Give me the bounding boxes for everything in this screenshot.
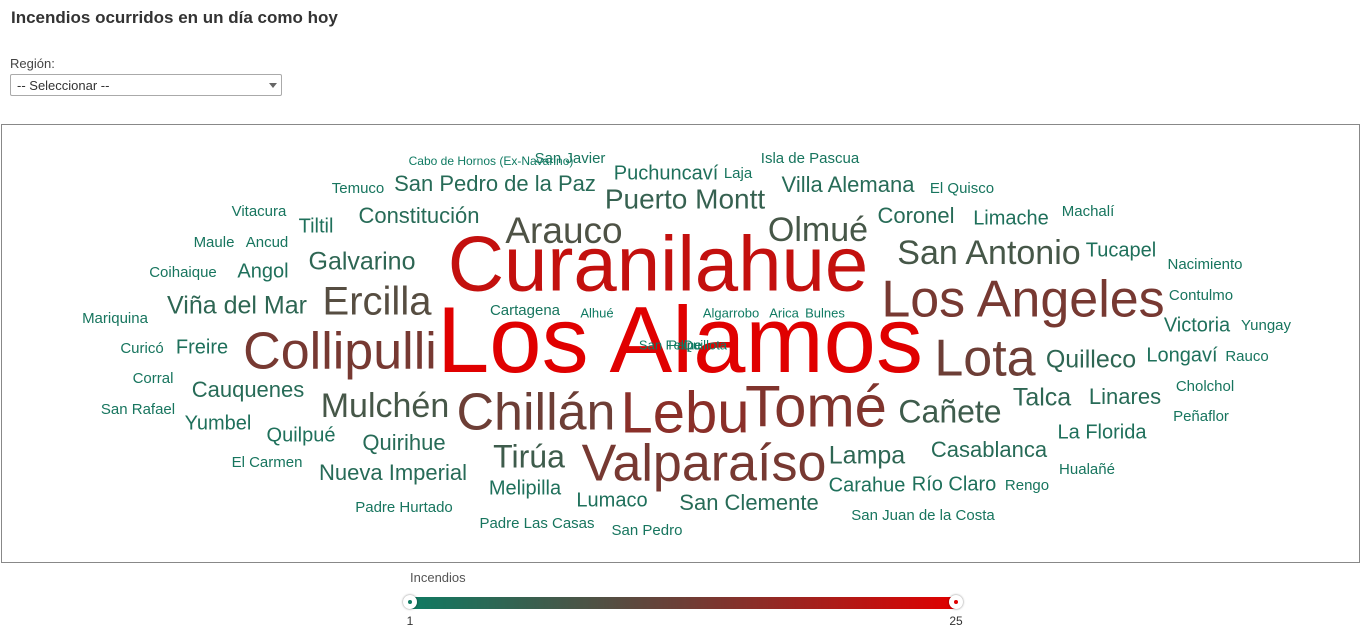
cloud-word[interactable]: Laja bbox=[724, 165, 753, 182]
cloud-word[interactable]: Contulmo bbox=[1169, 287, 1233, 304]
cloud-word[interactable]: Galvarino bbox=[309, 248, 416, 276]
cloud-word[interactable]: Algarrobo bbox=[703, 305, 759, 320]
cloud-word[interactable]: Tomé bbox=[745, 374, 887, 439]
cloud-word[interactable]: Paine bbox=[668, 337, 701, 352]
cloud-word[interactable]: San Clemente bbox=[679, 490, 818, 515]
chevron-down-icon bbox=[269, 83, 277, 88]
legend-title: Incendios bbox=[410, 570, 466, 585]
cloud-word[interactable]: Rauco bbox=[1225, 348, 1268, 365]
cloud-word[interactable]: Vitacura bbox=[232, 203, 287, 220]
cloud-word[interactable]: San Rafael bbox=[101, 401, 175, 418]
cloud-word[interactable]: Linares bbox=[1089, 384, 1161, 409]
cloud-word[interactable]: Machalí bbox=[1062, 203, 1115, 220]
cloud-word[interactable]: Rengo bbox=[1005, 477, 1049, 494]
cloud-word[interactable]: Quillota bbox=[683, 337, 728, 352]
cloud-word[interactable]: Talca bbox=[1013, 384, 1071, 412]
cloud-word[interactable]: Lebu bbox=[620, 380, 749, 445]
cloud-word[interactable]: Lampa bbox=[829, 442, 906, 470]
cloud-word[interactable]: Cañete bbox=[898, 393, 1001, 429]
cloud-word[interactable]: Limache bbox=[973, 207, 1049, 229]
cloud-word[interactable]: Tucapel bbox=[1086, 239, 1156, 261]
cloud-word[interactable]: Chillán bbox=[457, 384, 616, 442]
cloud-word[interactable]: Quilpué bbox=[267, 424, 336, 446]
cloud-word[interactable]: Arica bbox=[769, 305, 799, 320]
cloud-word[interactable]: Tirúa bbox=[493, 438, 565, 474]
cloud-word[interactable]: Cabo de Hornos (Ex-Navarino) bbox=[409, 154, 574, 168]
region-label: Región: bbox=[10, 56, 55, 71]
cloud-word[interactable]: Ercilla bbox=[323, 280, 433, 324]
cloud-word[interactable]: Collipulli bbox=[243, 323, 437, 381]
cloud-word[interactable]: San Pedro bbox=[612, 522, 683, 539]
cloud-word[interactable]: Isla de Pascua bbox=[761, 150, 860, 167]
cloud-word[interactable]: Tiltil bbox=[299, 215, 334, 237]
cloud-word[interactable]: Longaví bbox=[1146, 344, 1218, 366]
legend-max-label: 25 bbox=[949, 614, 963, 628]
cloud-word[interactable]: El Carmen bbox=[232, 454, 303, 471]
cloud-word[interactable]: Corral bbox=[133, 370, 174, 387]
cloud-word[interactable]: Río Claro bbox=[912, 473, 996, 495]
region-select[interactable]: -- Seleccionar -- bbox=[10, 74, 282, 96]
cloud-word[interactable]: Lumaco bbox=[576, 489, 647, 511]
cloud-word[interactable]: Casablanca bbox=[931, 437, 1048, 462]
cloud-word[interactable]: San Javier bbox=[535, 150, 606, 167]
cloud-word[interactable]: Los Angeles bbox=[881, 271, 1164, 329]
cloud-word[interactable]: Quirihue bbox=[362, 430, 445, 455]
cloud-word[interactable]: San Antonio bbox=[897, 234, 1080, 272]
cloud-word[interactable]: Victoria bbox=[1164, 314, 1231, 336]
cloud-word[interactable]: La Florida bbox=[1058, 421, 1148, 443]
cloud-word[interactable]: Melipilla bbox=[489, 477, 562, 499]
word-cloud-panel: Los Alamos Curanilahue Lebu Tomé Collipulli V… bbox=[1, 124, 1360, 563]
legend-min-label: 1 bbox=[406, 614, 414, 628]
region-select-value: -- Seleccionar -- bbox=[17, 78, 110, 93]
cloud-word[interactable]: Angol bbox=[237, 260, 288, 282]
cloud-word[interactable]: Carahue bbox=[829, 474, 906, 496]
cloud-word[interactable]: Puchuncaví bbox=[614, 162, 719, 184]
cloud-word[interactable]: San Felipe bbox=[639, 337, 701, 352]
cloud-word[interactable]: Bulnes bbox=[805, 305, 845, 320]
cloud-word[interactable]: Curicó bbox=[120, 340, 163, 357]
page-title: Incendios ocurridos en un día como hoy bbox=[11, 8, 338, 27]
cloud-word[interactable]: Alhué bbox=[580, 305, 613, 320]
cloud-word[interactable]: Olmué bbox=[768, 211, 868, 249]
cloud-word[interactable]: Coihaique bbox=[149, 264, 217, 281]
cloud-word[interactable]: Cauquenes bbox=[192, 377, 305, 402]
cloud-word[interactable]: Mulchén bbox=[321, 387, 450, 425]
cloud-word[interactable]: Cholchol bbox=[1176, 378, 1234, 395]
cloud-word[interactable]: El Quisco bbox=[930, 180, 994, 197]
cloud-word[interactable]: Padre Las Casas bbox=[479, 515, 594, 532]
cloud-word[interactable]: San Juan de la Costa bbox=[851, 507, 995, 524]
cloud-word[interactable]: Los Alamos bbox=[437, 287, 923, 392]
cloud-word[interactable]: Villa Alemana bbox=[782, 172, 916, 197]
cloud-word[interactable]: Quilleco bbox=[1046, 346, 1136, 374]
cloud-word[interactable]: Hualañé bbox=[1059, 461, 1115, 478]
cloud-word[interactable]: Valparaíso bbox=[582, 435, 827, 493]
legend-max-handle[interactable] bbox=[949, 595, 963, 609]
legend-gradient-bar[interactable] bbox=[410, 597, 956, 609]
legend-min-handle[interactable] bbox=[403, 595, 417, 609]
cloud-word[interactable]: Nueva Imperial bbox=[319, 460, 467, 485]
cloud-word[interactable]: Padre Hurtado bbox=[355, 499, 453, 516]
cloud-word[interactable]: Temuco bbox=[332, 180, 385, 197]
cloud-word[interactable]: Mariquina bbox=[82, 310, 149, 327]
cloud-word[interactable]: Ancud bbox=[246, 234, 289, 251]
cloud-word[interactable]: San Pedro de la Paz bbox=[394, 171, 596, 196]
cloud-word[interactable]: Lota bbox=[934, 330, 1035, 388]
cloud-word[interactable]: Curanilahue bbox=[448, 220, 869, 308]
cloud-word[interactable]: Viña del Mar bbox=[167, 292, 307, 320]
cloud-word[interactable]: Nacimiento bbox=[1167, 256, 1242, 273]
cloud-word[interactable]: Coronel bbox=[877, 203, 954, 228]
cloud-word[interactable]: Freire bbox=[176, 336, 228, 358]
cloud-word[interactable]: Cartagena bbox=[490, 302, 561, 319]
cloud-word[interactable]: Yungay bbox=[1241, 317, 1292, 334]
cloud-word[interactable]: Constitución bbox=[358, 203, 479, 228]
cloud-word[interactable]: Puerto Montt bbox=[605, 183, 766, 214]
cloud-word[interactable]: Arauco bbox=[505, 210, 622, 251]
cloud-word[interactable]: Peñaflor bbox=[1173, 408, 1229, 425]
cloud-word[interactable]: Maule bbox=[194, 234, 235, 251]
cloud-word[interactable]: Yumbel bbox=[185, 412, 252, 434]
